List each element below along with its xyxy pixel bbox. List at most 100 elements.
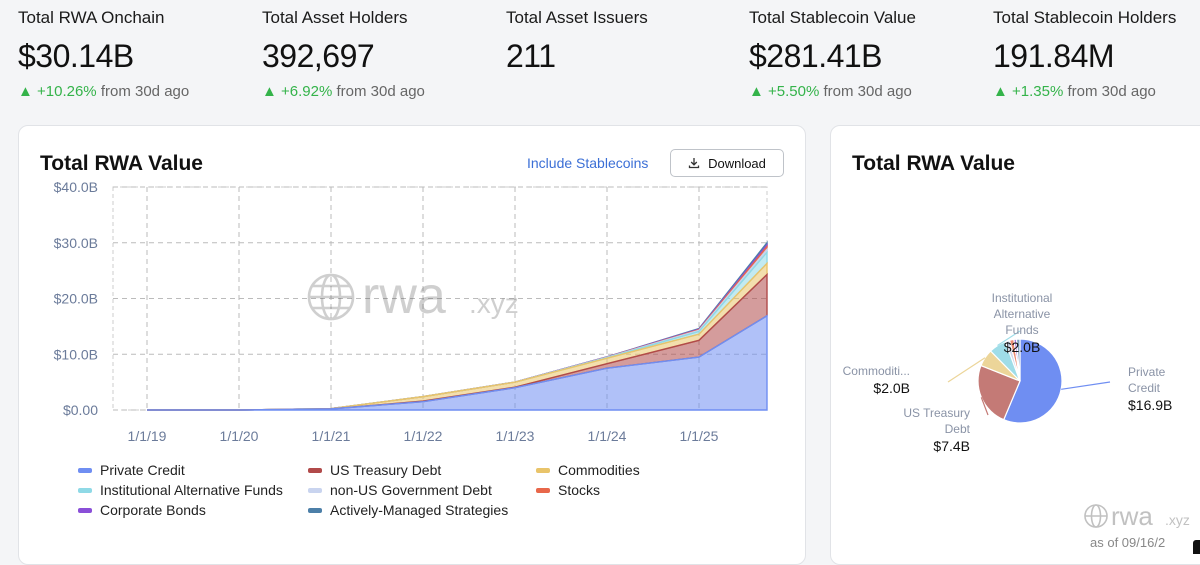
stat-label: Total Asset Issuers	[506, 8, 648, 27]
up-arrow-icon: ▲	[993, 83, 1013, 100]
chart-watermark: rwa .xyz	[307, 267, 519, 325]
card-title: Total RWA Value	[40, 152, 203, 175]
pie-label: Alternative	[994, 307, 1051, 321]
stat-delta-value: +5.50%	[768, 83, 820, 100]
up-arrow-icon: ▲	[749, 83, 769, 100]
legend-label: Actively-Managed Strategies	[330, 502, 509, 518]
pie-slice-us-treasury-debt	[977, 364, 1021, 421]
legend-label: non-US Government Debt	[330, 482, 492, 498]
legend-label: Corporate Bonds	[100, 502, 206, 518]
pie-label: Institutional	[992, 291, 1053, 305]
y-tick-label: $10.0B	[54, 346, 98, 362]
download-icon	[688, 158, 700, 169]
pie-watermark: rwa .xyz	[1084, 501, 1190, 531]
stat-delta-suffix: from 30d ago	[1067, 83, 1156, 100]
x-axis-ticks: 1/1/19 1/1/20 1/1/21 1/1/22 1/1/23 1/1/24 1/1/…	[128, 428, 719, 444]
legend-item-stocks[interactable]: Stocks	[536, 482, 600, 498]
legend-label: Stocks	[558, 482, 601, 498]
stat-value: 211	[506, 38, 556, 74]
legend-item-private-credit[interactable]: Private Credit	[78, 462, 185, 478]
pie-labels: Private Credit $16.9B US Treasury Debt $7.4B C…	[843, 291, 1173, 454]
legend-swatch	[78, 467, 92, 473]
area-chart: rwa .xyz $0.00 $10.0B $20.0B $30.0B $40.0B 1…	[54, 179, 768, 444]
pie-label: Private	[1128, 365, 1166, 379]
legend-swatch	[308, 467, 322, 473]
include-stablecoins-link[interactable]: Include Stablecoins	[527, 155, 649, 171]
stat-delta: ▲ +5.50% from 30d ago	[749, 83, 979, 100]
stat-delta: ▲ +1.35% from 30d ago	[993, 83, 1200, 100]
pie-leader-line	[997, 330, 1021, 347]
legend-item-institutional-alternative-funds[interactable]: Institutional Alternative Funds	[78, 482, 283, 498]
floating-action-button[interactable]	[1193, 540, 1200, 554]
stat-value: 191.84M	[993, 38, 1115, 74]
watermark-text: rwa	[362, 267, 446, 325]
legend-swatch	[78, 507, 92, 513]
x-tick-label: 1/1/19	[128, 428, 167, 444]
stat-total-rwa-onchain: Total RWA Onchain $30.14B ▲ +10.26% from…	[18, 8, 248, 100]
legend-label: Commodities	[558, 462, 640, 478]
stat-value: 392,697	[262, 38, 375, 74]
legend-item-us-treasury-debt[interactable]: US Treasury Debt	[308, 462, 441, 478]
up-arrow-icon: ▲	[262, 83, 282, 100]
pie-leader-line	[947, 357, 986, 383]
legend-item-corporate-bonds[interactable]: Corporate Bonds	[78, 502, 206, 518]
up-arrow-icon: ▲	[18, 83, 38, 100]
legend-swatch	[78, 487, 92, 493]
stat-delta: ▲ +10.26% from 30d ago	[18, 83, 248, 100]
legend-label: Private Credit	[100, 462, 185, 478]
stat-label: Total Stablecoin Value	[749, 8, 916, 27]
y-axis-ticks: $0.00 $10.0B $20.0B $30.0B $40.0B	[54, 179, 99, 418]
stat-total-stablecoin-holders: Total Stablecoin Holders 191.84M ▲ +1.35…	[993, 8, 1200, 100]
as-of-date: as of 09/16/2	[1090, 535, 1165, 550]
stat-label: Total Asset Holders	[262, 8, 408, 27]
pie-slice-actively-managed-strategies	[1015, 338, 1021, 382]
pie-leader-line	[1061, 381, 1111, 390]
legend-swatch	[536, 467, 550, 473]
stat-value: $281.41B	[749, 38, 883, 74]
legend-item-commodities[interactable]: Commodities	[536, 462, 640, 478]
pie-label: Credit	[1128, 381, 1161, 395]
pie-label: Debt	[945, 422, 971, 436]
globe-icon	[307, 273, 355, 321]
y-tick-label: $30.0B	[54, 235, 98, 251]
y-tick-label: $20.0B	[54, 291, 98, 307]
watermark-suffix: .xyz	[1165, 512, 1190, 528]
download-button[interactable]: Download	[670, 149, 784, 177]
pie-amount: $16.9B	[1128, 397, 1172, 413]
pie-chart: Private Credit $16.9B US Treasury Debt $7.4B C…	[843, 291, 1190, 550]
pie-label: Funds	[1005, 323, 1038, 337]
download-label: Download	[708, 155, 766, 171]
x-tick-label: 1/1/23	[496, 428, 535, 444]
legend-item-non-us-government-debt[interactable]: non-US Government Debt	[308, 482, 492, 498]
y-tick-label: $0.00	[63, 402, 98, 418]
globe-icon	[1084, 504, 1108, 528]
stat-delta-suffix: from 30d ago	[100, 83, 190, 100]
legend-swatch	[536, 487, 550, 493]
legend-item-actively-managed-strategies[interactable]: Actively-Managed Strategies	[308, 502, 508, 518]
stat-delta-value: +10.26%	[37, 83, 97, 100]
legend-swatch	[308, 487, 322, 493]
watermark-suffix: .xyz	[469, 288, 519, 319]
x-tick-label: 1/1/20	[220, 428, 259, 444]
stat-delta: ▲ +6.92% from 30d ago	[262, 83, 492, 100]
stat-value: $30.14B	[18, 38, 134, 74]
stat-label: Total Stablecoin Holders	[993, 8, 1177, 27]
chart-areas	[147, 240, 768, 411]
card-title: Total RWA Value	[852, 152, 1015, 175]
stat-total-asset-holders: Total Asset Holders 392,697 ▲ +6.92% fro…	[262, 8, 492, 100]
stat-total-stablecoin-value: Total Stablecoin Value $281.41B ▲ +5.50%…	[749, 8, 979, 100]
legend-label: US Treasury Debt	[330, 462, 442, 478]
legend-label: Institutional Alternative Funds	[100, 482, 283, 498]
stat-delta-value: +1.35%	[1012, 83, 1064, 100]
pie-amount: $7.4B	[933, 438, 970, 454]
x-tick-label: 1/1/22	[404, 428, 443, 444]
stat-total-asset-issuers: Total Asset Issuers 211	[506, 8, 736, 75]
pie-amount: $2.0B	[1004, 339, 1041, 355]
stat-delta-suffix: from 30d ago	[336, 83, 425, 100]
y-tick-label: $40.0B	[54, 179, 98, 195]
area-series-private-credit	[147, 314, 768, 411]
pie-label: Commoditi...	[843, 364, 910, 378]
watermark-text: rwa	[1111, 501, 1153, 531]
stat-delta-suffix: from 30d ago	[823, 83, 912, 100]
x-tick-label: 1/1/21	[312, 428, 351, 444]
